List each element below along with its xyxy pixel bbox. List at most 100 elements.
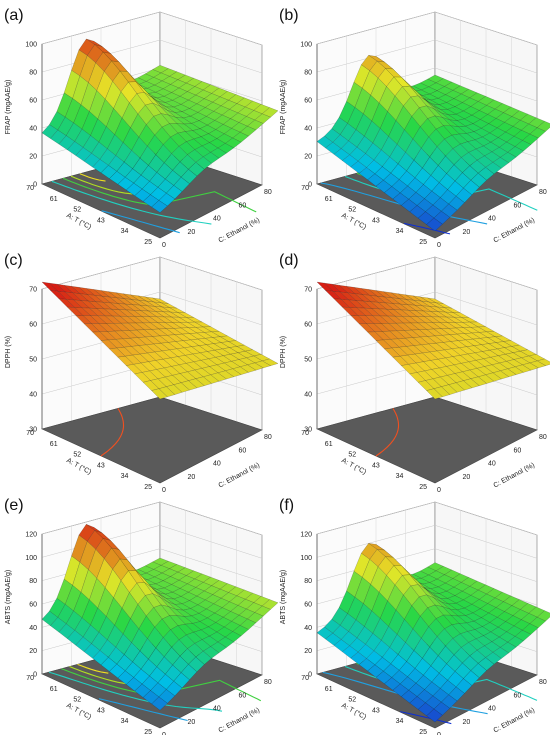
x-axis-title: C: Ethanol (%) xyxy=(493,707,536,735)
surface-cell xyxy=(202,374,220,384)
z-axis-title: ABTS (mgAAE/g) xyxy=(5,570,12,624)
x-tick-label: 20 xyxy=(463,229,471,236)
surface-cell xyxy=(426,388,443,400)
z-tick-label: 0 xyxy=(33,672,37,679)
z-tick-label: 60 xyxy=(304,322,312,329)
z-gridline xyxy=(316,525,538,559)
contour-line xyxy=(100,408,125,457)
x-tick-label: 40 xyxy=(213,216,221,223)
panel-b: 0 20 40 60 80 100 70 61 52 43 34 25 0 20 40 60 80 FRAP (m… xyxy=(279,7,550,249)
surface-cell xyxy=(492,647,510,659)
surface-cell xyxy=(166,680,183,697)
surface-cell xyxy=(173,382,190,393)
x-tick-label: 80 xyxy=(539,679,547,686)
x-tick-label: 20 xyxy=(188,474,196,481)
z-tick-label: 80 xyxy=(29,70,37,77)
x-tick-label: 0 xyxy=(162,242,166,249)
contour-line xyxy=(70,175,133,195)
surface-cell xyxy=(180,380,198,391)
z-tick-label: 40 xyxy=(29,392,37,399)
panel-e: 0 20 40 60 80 100 120 70 61 52 43 34 25 0 20 40 60 80 ABTS… xyxy=(4,497,279,735)
y-tick-label: 34 xyxy=(121,718,129,725)
panel-label: (b) xyxy=(279,7,299,24)
z-tick-label: 40 xyxy=(304,392,312,399)
y-axis-title: A: T (°C) xyxy=(340,456,368,476)
z-gridline xyxy=(316,11,538,46)
surface-cell xyxy=(224,368,242,377)
surface-cell xyxy=(463,670,480,686)
surface-cell xyxy=(254,360,272,369)
surface-cell xyxy=(492,157,510,169)
surface-cell xyxy=(522,133,539,145)
z-axis-title: DPPH (%) xyxy=(280,336,287,368)
surface-cell xyxy=(217,370,235,380)
response-surface xyxy=(316,543,550,723)
y-tick-label: 34 xyxy=(121,228,129,235)
contour-line xyxy=(51,180,212,225)
y-tick-label: 43 xyxy=(97,217,105,224)
contour-line xyxy=(62,177,257,213)
panel-c: 30 40 50 60 70 70 61 52 43 34 25 0 20 40 60 80 DPPH (%) A… xyxy=(4,252,279,494)
surface-cell xyxy=(485,652,502,665)
z-tick-label: 80 xyxy=(304,578,312,585)
surface-cell xyxy=(151,388,168,400)
y-tick-label: 43 xyxy=(372,707,380,714)
z-tick-label: 40 xyxy=(29,625,37,632)
x-tick-label: 0 xyxy=(437,487,441,494)
panel-label: (c) xyxy=(4,252,23,269)
y-tick-label: 25 xyxy=(419,484,427,491)
surface-cell xyxy=(246,362,264,371)
x-tick-label: 60 xyxy=(239,692,247,699)
x-tick-label: 0 xyxy=(437,732,441,735)
panel-a: 0 20 40 60 80 100 70 61 52 43 34 25 0 20 40 60 80 FRAP (m… xyxy=(4,7,279,249)
z-tick-label: 40 xyxy=(304,625,312,632)
x-tick-label: 0 xyxy=(437,242,441,249)
surface-cell xyxy=(158,192,176,207)
z-tick-label: 20 xyxy=(304,154,312,161)
x-axis-title: C: Ethanol (%) xyxy=(218,707,261,735)
surface-cell xyxy=(210,372,227,382)
x-tick-label: 80 xyxy=(264,434,272,441)
surface-cell xyxy=(261,107,279,118)
contour-line xyxy=(101,210,180,234)
x-tick-label: 20 xyxy=(463,719,471,726)
surface-cell xyxy=(441,203,458,218)
x-tick-label: 20 xyxy=(188,229,196,236)
z-tick-label: 120 xyxy=(25,532,37,539)
surface-cell xyxy=(485,162,502,175)
x-tick-label: 20 xyxy=(463,474,471,481)
y-tick-label: 70 xyxy=(26,185,34,192)
surface-cell xyxy=(485,372,502,382)
x-tick-label: 40 xyxy=(213,461,221,468)
y-tick-label: 61 xyxy=(325,686,333,693)
surface-cell xyxy=(217,143,235,154)
y-tick-label: 70 xyxy=(301,675,309,682)
y-tick-label: 70 xyxy=(301,185,309,192)
panel-label: (e) xyxy=(4,497,24,514)
surface-cell xyxy=(499,152,517,164)
y-tick-label: 25 xyxy=(419,729,427,735)
x-tick-label: 0 xyxy=(162,487,166,494)
z-tick-label: 50 xyxy=(29,357,37,364)
z-tick-label: 20 xyxy=(304,648,312,655)
contour-floor xyxy=(316,396,538,484)
surface-cell xyxy=(180,169,198,184)
z-tick-label: 100 xyxy=(300,42,312,49)
z-tick-label: 60 xyxy=(29,602,37,609)
x-axis-title: C: Ethanol (%) xyxy=(218,217,261,245)
surface-cell xyxy=(448,382,465,393)
x-tick-label: 80 xyxy=(264,189,272,196)
x-axis-title: C: Ethanol (%) xyxy=(218,462,261,490)
response-surface xyxy=(41,38,279,213)
y-tick-label: 34 xyxy=(396,228,404,235)
contour-line xyxy=(69,665,132,685)
contour-line xyxy=(400,711,452,725)
surface-cell xyxy=(210,641,227,654)
z-axis-title: FRAP (mgAAE/g) xyxy=(5,80,12,135)
surface-cell xyxy=(151,200,168,213)
x-axis-title: C: Ethanol (%) xyxy=(493,217,536,245)
y-tick-label: 61 xyxy=(50,441,58,448)
z-tick-label: 20 xyxy=(29,648,37,655)
surface-cell xyxy=(188,656,205,673)
